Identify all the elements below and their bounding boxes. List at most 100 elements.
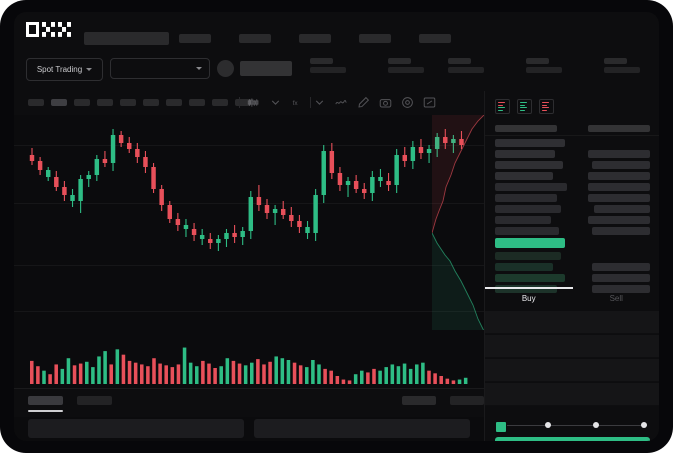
orderbook-ask-row[interactable] [485,139,659,150]
indicator-chevron-down-icon[interactable] [313,96,326,109]
orderbook-ask-row[interactable] [485,150,659,161]
orderbook-ask-row[interactable] [485,227,659,238]
volume-chart[interactable] [14,330,484,388]
ask-price [495,161,563,169]
spot-trading-select[interactable]: Spot Trading [26,58,103,81]
nav-item-3[interactable] [299,34,331,43]
tab-order-history[interactable] [77,396,112,405]
total-field[interactable] [485,383,659,406]
amount-field[interactable] [485,359,659,382]
price-field[interactable] [485,335,659,358]
ob-mode-bids-icon[interactable] [517,99,532,114]
orderbook-ask-row[interactable] [485,183,659,194]
slider-stop-25[interactable] [545,422,551,428]
ob-mode-both-icon[interactable] [495,99,510,114]
price-chart[interactable] [14,115,484,345]
stat-item [388,58,424,73]
chart-tools-group: fx [247,96,436,109]
orderbook-bid-row[interactable] [485,252,659,263]
toolbar-divider [310,97,311,108]
nav-item-5[interactable] [419,34,451,43]
tab-buy[interactable]: Buy [485,287,573,309]
orderbook-ask-row[interactable] [485,172,659,183]
timeframe-3[interactable] [74,99,90,106]
ob-mode-asks-icon[interactable] [539,99,554,114]
percent-slider[interactable] [495,419,650,433]
timeframe-2[interactable] [51,99,67,106]
okx-logo[interactable] [26,22,71,37]
timeframe-8[interactable] [189,99,205,106]
timeframe-6[interactable] [143,99,159,106]
orderbook-ask-row[interactable] [485,194,659,205]
timeframe-7[interactable] [166,99,182,106]
candlestick-icon[interactable] [247,96,260,109]
chevron-down-icon [86,68,93,71]
tab-open-orders[interactable] [28,396,63,405]
submit-buy-button[interactable] [495,437,650,441]
device-screen: Spot Trading [14,12,659,441]
stat-value [388,67,424,73]
slider-track [499,424,647,426]
ask-amount [588,216,650,224]
last-price [240,61,292,76]
timeframe-4[interactable] [97,99,113,106]
slider-stop-75[interactable] [641,422,647,428]
ask-amount [592,227,650,235]
market-pair-select[interactable] [110,58,210,79]
orderbook-column-headers [485,123,659,136]
orderbook-rows[interactable] [485,139,659,296]
spot-trading-label: Spot Trading [36,65,83,74]
fullscreen-icon[interactable] [423,96,436,109]
ask-amount [594,205,650,213]
tab-sell[interactable]: Sell [573,287,660,309]
settings-gear-icon[interactable] [401,96,414,109]
timeframe-5[interactable] [120,99,136,106]
nav-item-2[interactable] [239,34,271,43]
search-input[interactable] [84,32,169,45]
chart-type-chevron-icon[interactable] [269,96,282,109]
depth-chart-overlay [432,115,484,345]
orderbook-bid-row[interactable] [485,263,659,274]
camera-icon[interactable] [379,96,392,109]
chart-gridline [14,311,484,312]
timeframe-10[interactable] [235,99,251,106]
timeframe-1[interactable] [28,99,44,106]
market-stats-group-2 [448,58,640,73]
top-header [14,12,659,46]
orderbook-bid-row[interactable] [485,274,659,285]
ask-price [495,194,557,202]
orderbook-ask-row[interactable] [485,205,659,216]
ask-price [495,150,555,158]
bid-price [495,285,557,293]
stat-value [604,67,640,73]
bottom-panel-right[interactable] [254,419,470,438]
bid-price [495,263,553,271]
logo-letter-o [26,22,39,37]
order-type-field[interactable] [485,311,659,334]
ask-price [495,216,551,224]
slider-stop-50[interactable] [593,422,599,428]
stat-label [310,58,333,64]
timeframe-9[interactable] [212,99,228,106]
indicator-icon[interactable]: fx [291,96,304,109]
orders-action-1[interactable] [402,396,436,405]
orders-action-2[interactable] [450,396,484,405]
orderbook-bid-row[interactable] [485,285,659,296]
orders-tabbar [14,388,484,417]
ask-price [495,139,565,147]
orderbook-ask-row[interactable] [485,216,659,227]
orderbook-ask-row[interactable] [485,161,659,172]
line-chart-icon[interactable] [335,96,348,109]
bottom-panel-left[interactable] [28,419,244,438]
slider-handle[interactable] [495,421,507,433]
brush-icon[interactable] [357,96,370,109]
stat-item [448,58,484,73]
sub-header: Spot Trading [14,46,659,92]
nav-item-4[interactable] [359,34,391,43]
ask-amount [592,161,650,169]
ask-amount [588,172,650,180]
chevron-down-icon [196,67,202,70]
orders-tab-group [28,396,112,405]
orderbook-current-price-row[interactable] [485,238,659,249]
nav-item-1[interactable] [179,34,211,43]
